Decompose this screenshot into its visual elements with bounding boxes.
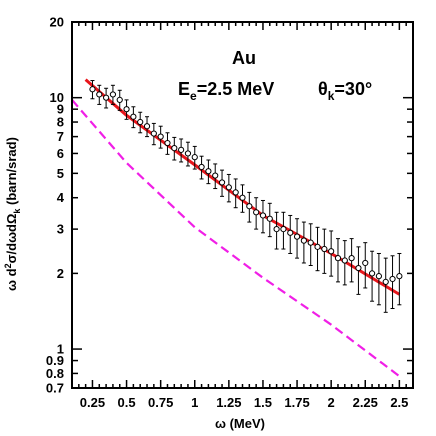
data-point <box>293 233 301 240</box>
y-tick-label: 4 <box>57 190 65 205</box>
x-tick-label: 1 <box>191 395 198 410</box>
data-point <box>137 118 144 126</box>
data-point <box>164 139 171 147</box>
data-point <box>157 133 164 140</box>
data-point <box>362 259 369 267</box>
x-tick-label: 0.75 <box>148 395 173 410</box>
data-point <box>321 245 328 253</box>
data-point <box>368 270 376 277</box>
data-point <box>253 209 260 216</box>
data-point <box>218 179 226 186</box>
data-point <box>273 226 280 233</box>
data-point <box>232 189 239 196</box>
data-point <box>191 154 198 161</box>
data-point <box>123 106 130 113</box>
data-point <box>143 123 151 130</box>
data-point <box>355 264 362 272</box>
data-point <box>212 172 219 179</box>
y-tick-label: 8 <box>57 115 64 130</box>
data-point <box>96 91 103 98</box>
data-point <box>178 146 185 153</box>
y-tick-label: 20 <box>50 15 64 30</box>
data-point <box>307 239 314 246</box>
y-tick-label: 7 <box>57 129 64 144</box>
x-axis-label: ω (MeV) <box>215 416 265 431</box>
data-point <box>259 212 267 219</box>
curves-layer <box>71 78 401 378</box>
data-point <box>280 226 287 233</box>
theory-curve-dashed <box>71 99 401 378</box>
x-tick-label: 1.25 <box>216 395 241 410</box>
data-point <box>334 255 342 262</box>
y-tick-label: 0.9 <box>46 353 64 368</box>
data-point <box>103 94 110 101</box>
x-axis: 0.25 0.5 0.75 1 1.25 1.5 1.75 2 2.25 2.5 <box>71 22 414 410</box>
data-point <box>389 275 396 283</box>
y-tick-label: 0.8 <box>46 366 64 381</box>
annotation-angle: θk=30° <box>318 79 372 103</box>
y-tick-label: 6 <box>57 146 64 161</box>
annotation-energy: Ee=2.5 MeV <box>178 79 274 103</box>
x-tick-label: 1.5 <box>254 395 272 410</box>
data-point <box>184 150 192 157</box>
data-point <box>375 273 382 280</box>
data-point <box>396 273 403 280</box>
data-point <box>287 229 294 236</box>
x-tick-label: 2.5 <box>390 395 408 410</box>
data-point <box>109 91 117 98</box>
y-tick-label: 0.7 <box>46 381 64 396</box>
y-tick-label: 10 <box>50 90 64 105</box>
x-tick-label: 0.25 <box>80 395 105 410</box>
data-point <box>239 194 246 201</box>
data-point <box>328 248 335 255</box>
y-tick-label: 9 <box>57 102 64 117</box>
y-tick-label: 2 <box>57 266 64 281</box>
x-tick-label: 2.25 <box>353 395 378 410</box>
data-point <box>382 278 389 285</box>
data-point <box>171 145 178 152</box>
data-point <box>225 184 232 191</box>
data-point <box>198 163 205 171</box>
data-point <box>348 255 355 262</box>
x-tick-label: 0.5 <box>118 395 136 410</box>
data-point <box>341 257 348 264</box>
data-point <box>150 130 157 137</box>
data-points-layer <box>89 80 403 313</box>
data-point <box>300 237 307 244</box>
data-point <box>130 113 137 120</box>
x-tick-label: 1.75 <box>284 395 309 410</box>
data-point <box>266 215 273 222</box>
y-tick-label: 1 <box>57 342 64 357</box>
x-tick-label: 2 <box>328 395 335 410</box>
y-tick-label: 3 <box>57 222 64 237</box>
y-tick-label: 5 <box>57 166 64 181</box>
data-point <box>89 86 96 93</box>
data-point <box>314 243 321 250</box>
annotation-target: Au <box>232 48 256 68</box>
data-point <box>116 96 123 103</box>
data-point <box>205 168 212 175</box>
data-point <box>246 203 253 210</box>
y-axis-label: ω d2σ/dωdΩk (barn/srad) <box>3 137 22 291</box>
